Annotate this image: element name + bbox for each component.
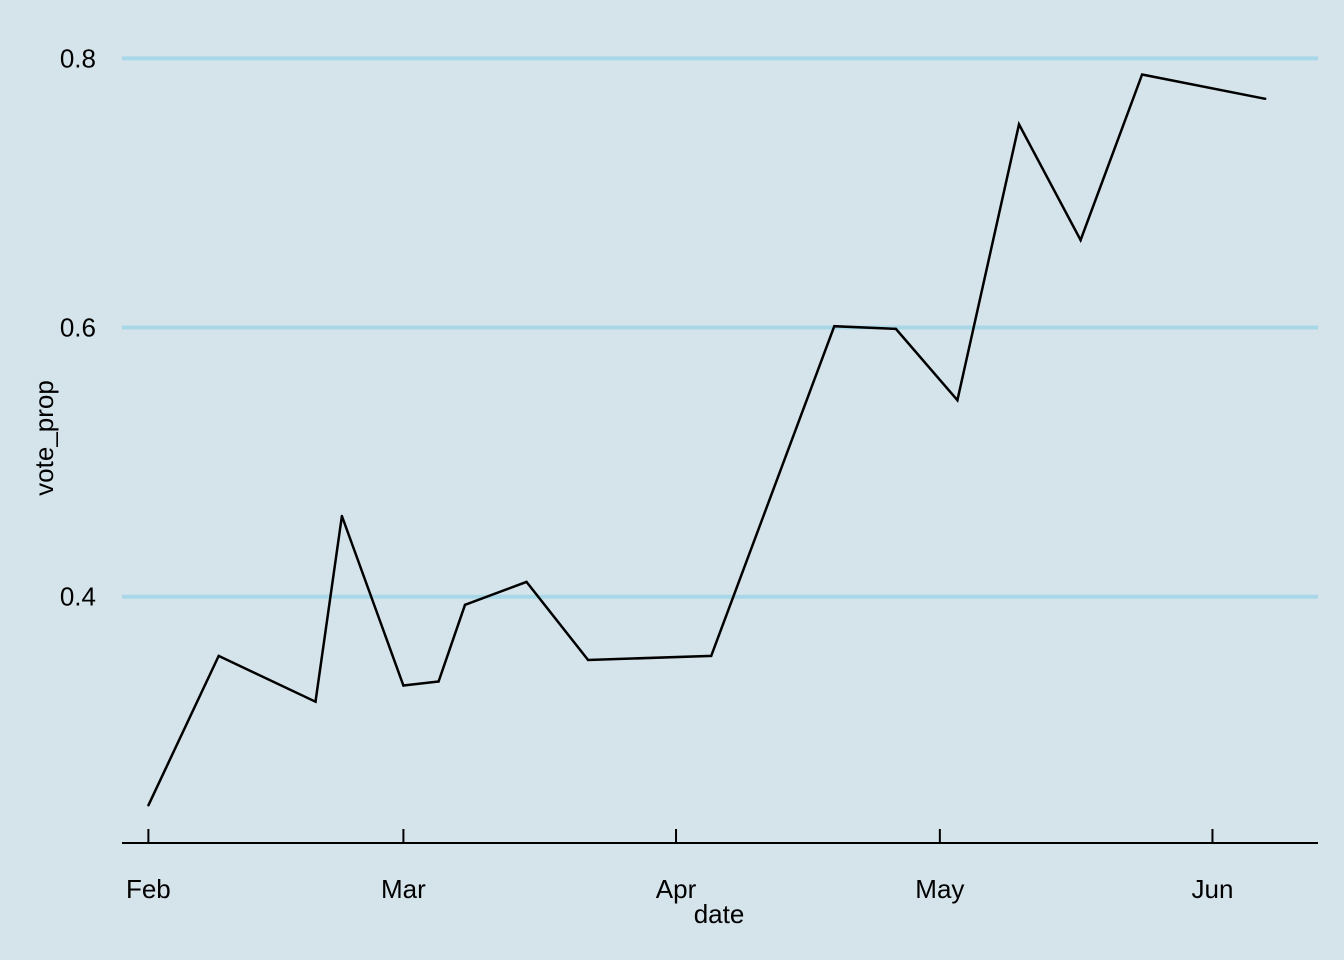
data-point	[402, 684, 405, 687]
data-point	[710, 654, 713, 658]
y-tick-label: 0.8	[60, 43, 96, 73]
axes: 0.4 0.6 0.8 Feb Mar Apr May Jun	[60, 43, 1318, 904]
data-point	[437, 680, 440, 683]
data-point	[894, 327, 898, 331]
x-tick-label: Jun	[1192, 874, 1234, 904]
gridlines	[122, 56, 1318, 599]
data-point	[833, 324, 836, 328]
data-point	[1079, 238, 1082, 242]
data-point	[147, 804, 150, 807]
data-point	[1017, 123, 1021, 126]
data-point	[586, 658, 590, 662]
data-point	[1140, 73, 1144, 76]
x-tick-label: Feb	[126, 874, 171, 904]
data-point	[956, 399, 959, 402]
series-group	[147, 73, 1267, 807]
data-point	[314, 700, 317, 703]
x-tick-label: May	[915, 874, 964, 904]
x-axis-title: date	[694, 899, 745, 929]
y-tick-label: 0.4	[60, 582, 96, 612]
data-point	[1264, 97, 1267, 100]
x-tick-label: Mar	[381, 874, 426, 904]
data-point	[340, 514, 344, 518]
x-tick-label: Apr	[656, 874, 697, 904]
data-point	[525, 580, 528, 584]
data-point	[217, 654, 220, 658]
data-point	[463, 603, 467, 606]
y-tick-label: 0.6	[60, 313, 96, 343]
y-axis-title: vote_prop	[29, 380, 59, 496]
